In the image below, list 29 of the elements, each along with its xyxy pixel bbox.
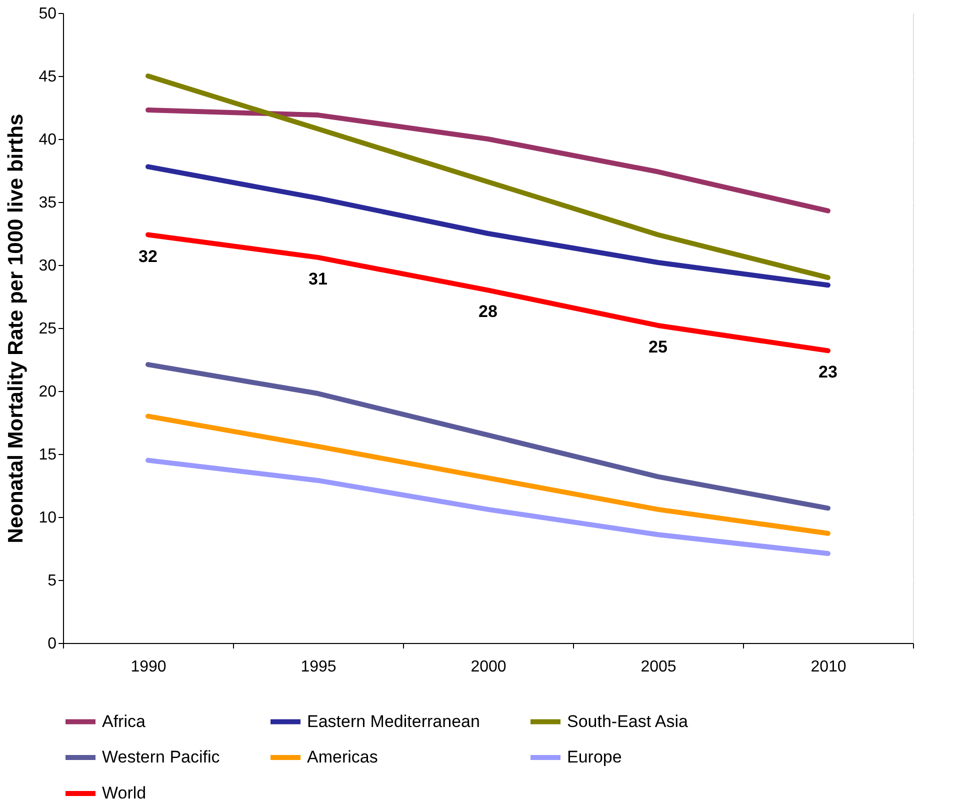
y-tick-label: 30 bbox=[38, 258, 57, 274]
y-tick-label: 35 bbox=[38, 194, 57, 212]
y-tick-label: 40 bbox=[38, 132, 57, 148]
y-tick-label: 5 bbox=[48, 572, 57, 590]
legend-label: Eastern Mediterranean bbox=[307, 712, 480, 731]
data-label: 25 bbox=[648, 337, 668, 356]
y-tick-label: 10 bbox=[38, 510, 57, 526]
x-tick-label: 1990 bbox=[130, 658, 166, 676]
x-tick-label: 2010 bbox=[810, 658, 846, 676]
x-tick-label: 1995 bbox=[300, 658, 336, 676]
y-tick-label: 50 bbox=[38, 6, 57, 22]
legend-label: Europe bbox=[567, 748, 622, 766]
y-tick-label: 0 bbox=[48, 636, 57, 652]
legend-label: Western Pacific bbox=[102, 748, 220, 766]
legend-label: Americas bbox=[307, 748, 378, 766]
data-label: 23 bbox=[818, 362, 838, 382]
y-tick-label: 25 bbox=[38, 320, 57, 338]
y-tick-label: 20 bbox=[38, 384, 57, 400]
x-tick-label: 2000 bbox=[470, 658, 506, 676]
y-tick-label: 45 bbox=[38, 68, 57, 86]
legend-label: World bbox=[102, 784, 146, 802]
data-label: 32 bbox=[138, 246, 158, 266]
y-axis-title: Neonatal Mortality Rate per 1000 live births bbox=[4, 114, 28, 544]
data-label: 31 bbox=[308, 269, 328, 288]
data-label: 28 bbox=[478, 302, 498, 322]
legend-label: South-East Asia bbox=[567, 712, 689, 731]
y-tick-label: 15 bbox=[38, 446, 57, 464]
legend-label: Africa bbox=[102, 712, 146, 731]
x-tick-label: 2005 bbox=[640, 658, 676, 676]
